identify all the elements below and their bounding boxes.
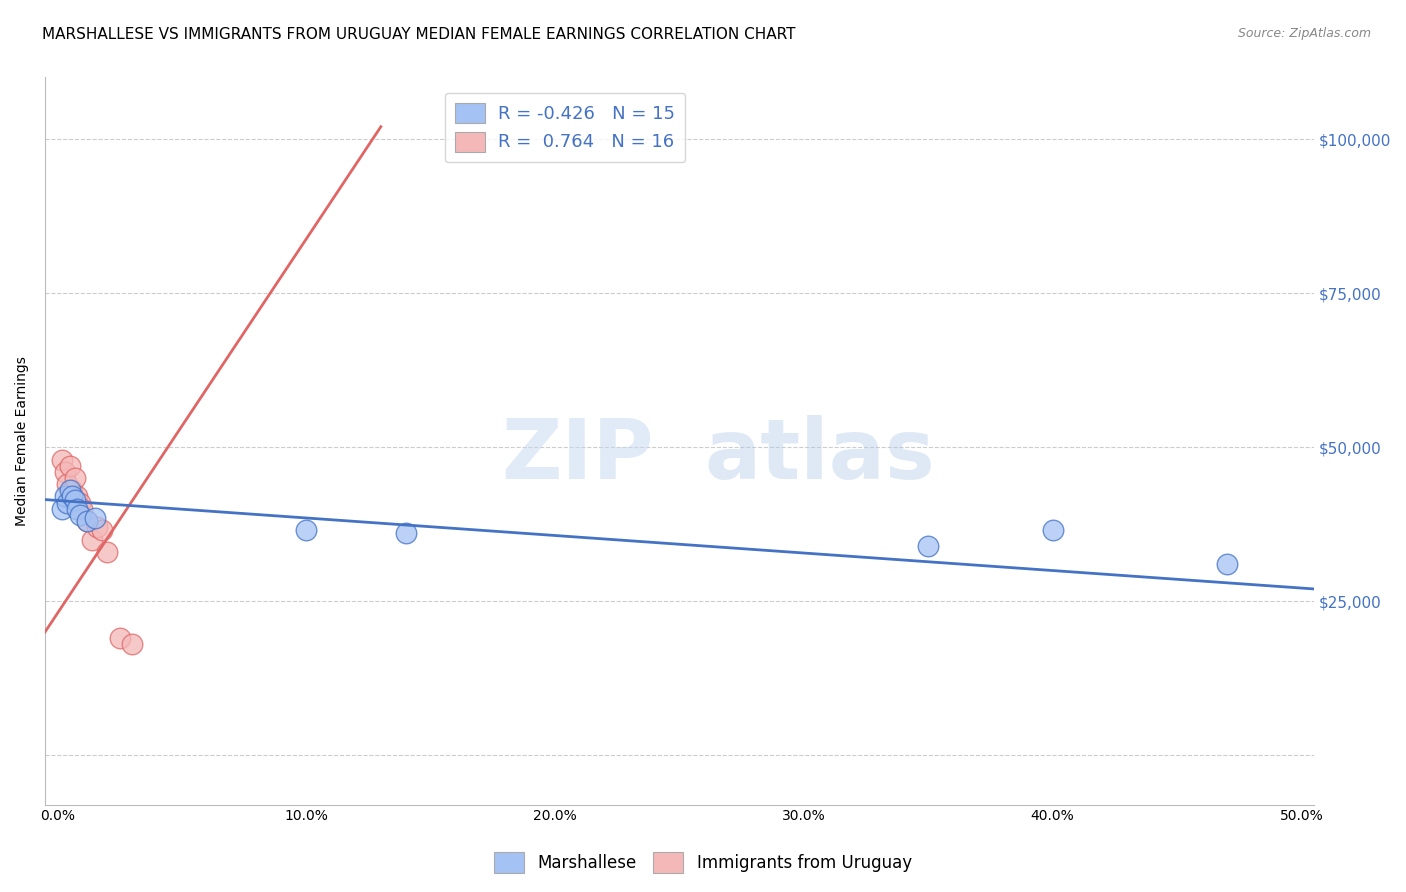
Point <box>51 452 73 467</box>
Text: MARSHALLESE VS IMMIGRANTS FROM URUGUAY MEDIAN FEMALE EARNINGS CORRELATION CHART: MARSHALLESE VS IMMIGRANTS FROM URUGUAY M… <box>42 27 796 42</box>
Point <box>59 483 82 498</box>
Text: Source: ZipAtlas.com: Source: ZipAtlas.com <box>1237 27 1371 40</box>
Point <box>60 490 83 504</box>
Point <box>1215 558 1237 572</box>
Point <box>69 496 91 510</box>
Point <box>66 501 89 516</box>
Point <box>56 477 79 491</box>
Point <box>59 458 82 473</box>
Point <box>1042 524 1064 538</box>
Point <box>91 524 114 538</box>
Legend: R = -0.426   N = 15, R =  0.764   N = 16: R = -0.426 N = 15, R = 0.764 N = 16 <box>446 93 685 162</box>
Point <box>108 632 131 646</box>
Point <box>69 508 91 522</box>
Point <box>76 514 98 528</box>
Point <box>56 496 79 510</box>
Point <box>63 471 86 485</box>
Text: atlas: atlas <box>704 415 935 496</box>
Point <box>96 545 118 559</box>
Point <box>121 637 143 651</box>
Point <box>72 501 94 516</box>
Point <box>83 511 105 525</box>
Y-axis label: Median Female Earnings: Median Female Earnings <box>15 356 30 526</box>
Point <box>66 490 89 504</box>
Point <box>63 492 86 507</box>
Point <box>53 465 76 479</box>
Point <box>295 524 318 538</box>
Point <box>76 514 98 528</box>
Point <box>82 533 104 547</box>
Text: ZIP: ZIP <box>502 415 654 496</box>
Point <box>53 490 76 504</box>
Point <box>60 483 83 498</box>
Point <box>917 539 939 553</box>
Point <box>86 520 108 534</box>
Legend: Marshallese, Immigrants from Uruguay: Marshallese, Immigrants from Uruguay <box>488 846 918 880</box>
Point <box>51 501 73 516</box>
Point <box>395 526 418 541</box>
